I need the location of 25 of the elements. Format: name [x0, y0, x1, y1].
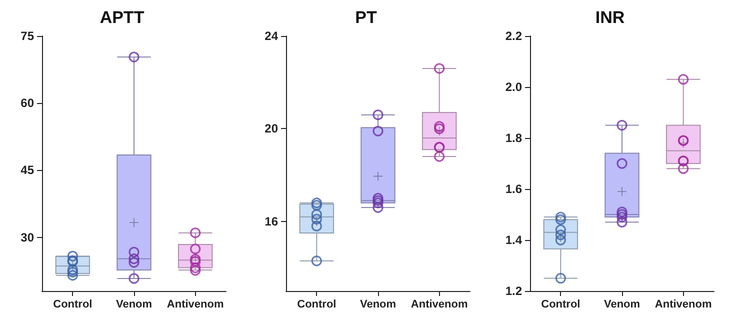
y-tick-label: 75 — [20, 29, 34, 43]
x-tick-label: Venom — [116, 298, 152, 310]
y-tick-label: 1.6 — [505, 182, 522, 196]
x-tick-label: Venom — [360, 298, 396, 310]
x-tick-label: Control — [541, 298, 580, 310]
y-tick-label: 16 — [264, 214, 278, 228]
y-tick-label: 2.2 — [505, 29, 522, 43]
y-tick-label: 24 — [264, 29, 278, 43]
x-tick-label: Antivenom — [166, 298, 224, 310]
y-tick-label: 1.4 — [505, 233, 522, 247]
y-tick-label: 30 — [20, 230, 34, 244]
x-tick-label: Control — [297, 298, 336, 310]
y-tick-label: 1.8 — [505, 131, 522, 145]
y-tick-label: 1.2 — [505, 284, 522, 298]
x-tick-label: Antivenom — [410, 298, 468, 310]
chart-title: PT — [355, 8, 378, 27]
x-tick-label: Venom — [604, 298, 640, 310]
x-tick-label: Antivenom — [654, 298, 712, 310]
chart-title: APTT — [100, 8, 145, 27]
y-tick-label: 20 — [264, 122, 278, 136]
y-tick-label: 60 — [20, 96, 34, 110]
y-tick-label: 45 — [20, 163, 34, 178]
chart-title: INR — [595, 8, 625, 27]
x-tick-label: Control — [53, 298, 92, 310]
y-tick-label: 2.0 — [505, 80, 522, 94]
